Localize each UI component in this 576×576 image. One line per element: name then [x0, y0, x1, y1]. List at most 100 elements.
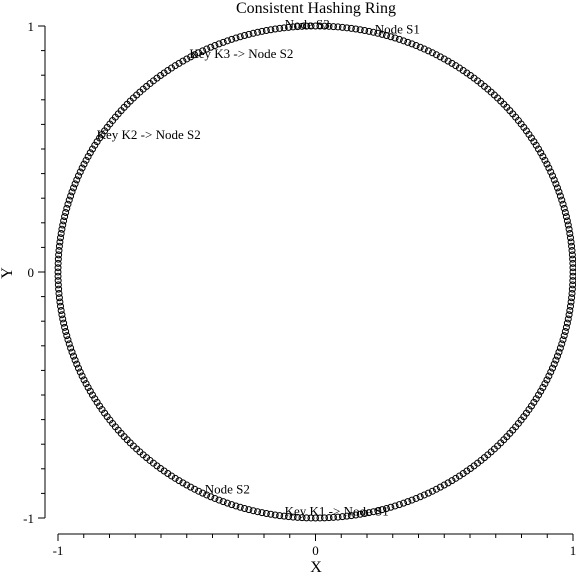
ring-point: [455, 472, 463, 480]
ring-point: [452, 474, 460, 482]
ring-point: [428, 487, 436, 495]
ring-point: [391, 34, 399, 42]
ring-point: [329, 513, 337, 521]
ring-point: [54, 259, 62, 267]
ring-point: [568, 242, 576, 250]
y-tick-label: 1: [28, 19, 35, 34]
x-tick-label: -1: [53, 543, 64, 558]
ring-point: [175, 477, 183, 485]
ring-point: [241, 32, 249, 40]
ring-point: [408, 496, 416, 504]
ring-point: [71, 356, 79, 364]
ring-point: [412, 42, 420, 50]
ring-point: [436, 53, 444, 61]
ring-point: [57, 306, 65, 314]
annotation-label: Key K1 -> Node S1: [285, 504, 389, 519]
ring-point: [559, 200, 567, 208]
ring-point: [539, 383, 547, 391]
ring-point: [294, 513, 302, 521]
ring-point: [219, 498, 227, 506]
ring-point: [541, 380, 549, 388]
ring-point: [187, 53, 195, 61]
ring-point: [565, 225, 573, 233]
ring-point: [60, 217, 68, 225]
ring-point: [236, 503, 244, 511]
ring-point: [168, 64, 176, 72]
ring-point: [553, 184, 561, 192]
ring-point: [55, 285, 63, 293]
ring-point: [55, 294, 63, 302]
ring-point: [298, 514, 306, 522]
ring-point: [408, 40, 416, 48]
ring-point: [459, 66, 467, 74]
ring-point: [382, 504, 390, 512]
ring-point: [61, 323, 69, 331]
ring-point: [334, 513, 342, 521]
ring-point: [320, 22, 328, 30]
ring-point: [199, 489, 207, 497]
ring-point: [452, 62, 460, 70]
ring-point: [249, 507, 257, 515]
ring-point: [191, 485, 199, 493]
ring-point: [404, 498, 412, 506]
ring-point: [556, 192, 564, 200]
ring-point: [54, 277, 62, 285]
ring-point: [312, 514, 319, 522]
ring-point: [543, 376, 551, 384]
ring-point: [54, 255, 62, 263]
ring-point: [444, 57, 452, 65]
ring-point: [211, 42, 219, 50]
ring-point: [440, 55, 448, 63]
annotation-label: Key K3 -> Node S2: [189, 46, 293, 61]
ring-point: [530, 398, 538, 406]
ring-point: [267, 26, 275, 34]
ring-point: [325, 514, 333, 522]
y-axis-label: Y: [0, 267, 16, 279]
ring-point: [539, 153, 547, 161]
ring-point: [343, 512, 351, 520]
ring-point: [555, 348, 563, 356]
ring-point: [391, 502, 399, 510]
ring-point: [93, 398, 101, 406]
ring-point: [59, 315, 67, 323]
ring-point: [55, 251, 63, 259]
ring-point: [352, 25, 360, 33]
ring-point: [416, 43, 424, 51]
ring-point: [543, 160, 551, 168]
ring-point: [338, 23, 346, 31]
ring-point: [436, 483, 444, 491]
ring-point: [91, 395, 99, 403]
ring-point: [168, 472, 176, 480]
ring-point: [78, 372, 86, 380]
ring-point: [93, 138, 101, 146]
ring-point: [55, 242, 63, 250]
ring-point: [54, 264, 62, 272]
ring-point: [567, 298, 575, 306]
ring-point: [568, 294, 576, 302]
ring-point: [228, 501, 236, 509]
ring-point: [369, 508, 377, 516]
axes: -1 0 1 -1 0 1: [23, 19, 576, 558]
ring-point: [62, 328, 70, 336]
ring-point: [549, 364, 557, 372]
ring-point: [67, 344, 75, 352]
x-tick-label: 1: [570, 543, 576, 558]
ring-point: [276, 512, 284, 520]
ring-point: [73, 360, 81, 368]
ring-point: [76, 368, 84, 376]
ring-point: [553, 352, 561, 360]
ring-point: [68, 188, 76, 196]
ring-point: [78, 164, 86, 172]
ring-point: [400, 499, 408, 507]
ring-point: [316, 514, 324, 522]
ring-point: [289, 23, 297, 31]
ring-point: [424, 47, 432, 55]
ring-point: [267, 510, 275, 518]
ring-point: [395, 35, 403, 43]
ring-point: [68, 348, 76, 356]
ring-point: [73, 176, 81, 184]
ring-point: [254, 28, 262, 36]
ring-point: [70, 184, 78, 192]
ring-point: [82, 156, 90, 164]
ring-point: [568, 285, 576, 293]
